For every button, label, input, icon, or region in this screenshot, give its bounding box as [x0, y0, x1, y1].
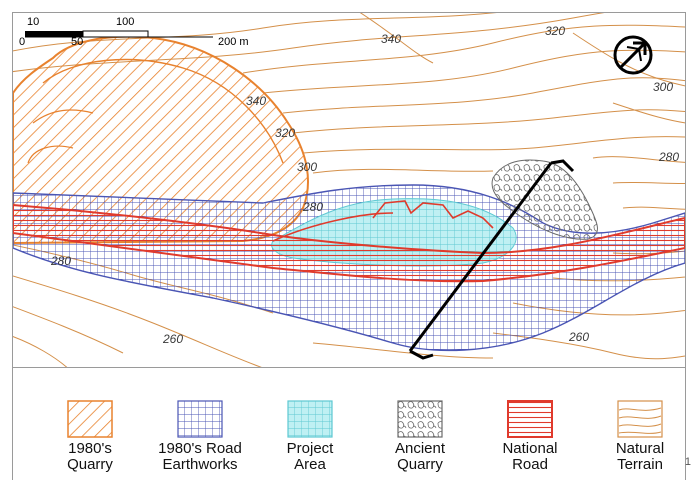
legend-item-quarry: 1980's Quarry: [35, 400, 145, 473]
ancient-quarry-area: [491, 159, 598, 240]
contour-label-300-right: 300: [653, 80, 673, 94]
legend-item-ancient-quarry: Ancient Quarry: [365, 400, 475, 473]
legend-label-natural-terrain: Natural Terrain: [615, 440, 665, 473]
scale-label-200: 200 m: [218, 36, 249, 48]
legend-item-national-road: National Road: [475, 400, 585, 473]
rock-outline-swatch: [397, 400, 443, 438]
contour-label-280-right: 280: [658, 150, 679, 164]
scale-label-10: 10: [27, 16, 39, 28]
national-road: [13, 203, 685, 283]
map-canvas: 10 100 0 50 200 m 340 320 300 280 340 32…: [13, 13, 685, 367]
scale-label-100: 100: [116, 16, 134, 28]
road-lines-swatch: [507, 400, 553, 438]
contour-label-340-top: 340: [381, 32, 401, 46]
contour-label-300-quarry: 300: [297, 160, 317, 174]
map-legend: 1980's Quarry 1980's Road Earthworks Pro…: [12, 366, 686, 480]
site-map: 10 100 0 50 200 m 340 320 300 280 340 32…: [12, 12, 686, 368]
grid-swatch: [177, 400, 223, 438]
legend-label-national-road: National Road: [502, 440, 558, 473]
quarry-hatch-swatch: [67, 400, 113, 438]
scale-label-0: 0: [19, 36, 25, 48]
scale-label-50: 50: [71, 36, 83, 48]
legend-item-road-earthworks: 1980's Road Earthworks: [145, 400, 255, 473]
section-line: [408, 159, 575, 360]
contour-label-320-top: 320: [545, 24, 565, 38]
legend-label-quarry: 1980's Quarry: [67, 440, 113, 473]
legend-item-project-area: Project Area: [255, 400, 365, 473]
page-mark: 1: [684, 456, 691, 468]
north-arrow-icon: [613, 35, 653, 75]
scale-bar: 10 100 0 50 200 m: [19, 16, 249, 48]
project-grid-swatch: [287, 400, 333, 438]
legend-item-natural-terrain: Natural Terrain: [585, 400, 691, 473]
contour-label-260-left: 260: [162, 332, 183, 346]
legend-label-ancient-quarry: Ancient Quarry: [394, 440, 446, 473]
contour-swatch: [617, 400, 663, 438]
contour-label-260-right: 260: [568, 330, 589, 344]
contour-label-280-left: 280: [50, 254, 71, 268]
contour-label-340-quarry: 340: [246, 94, 266, 108]
legend-label-project-area: Project Area: [286, 440, 334, 473]
contour-label-320-quarry: 320: [275, 126, 295, 140]
legend-label-road-earthworks: 1980's Road Earthworks: [158, 440, 242, 473]
contour-label-280-center: 280: [302, 200, 323, 214]
